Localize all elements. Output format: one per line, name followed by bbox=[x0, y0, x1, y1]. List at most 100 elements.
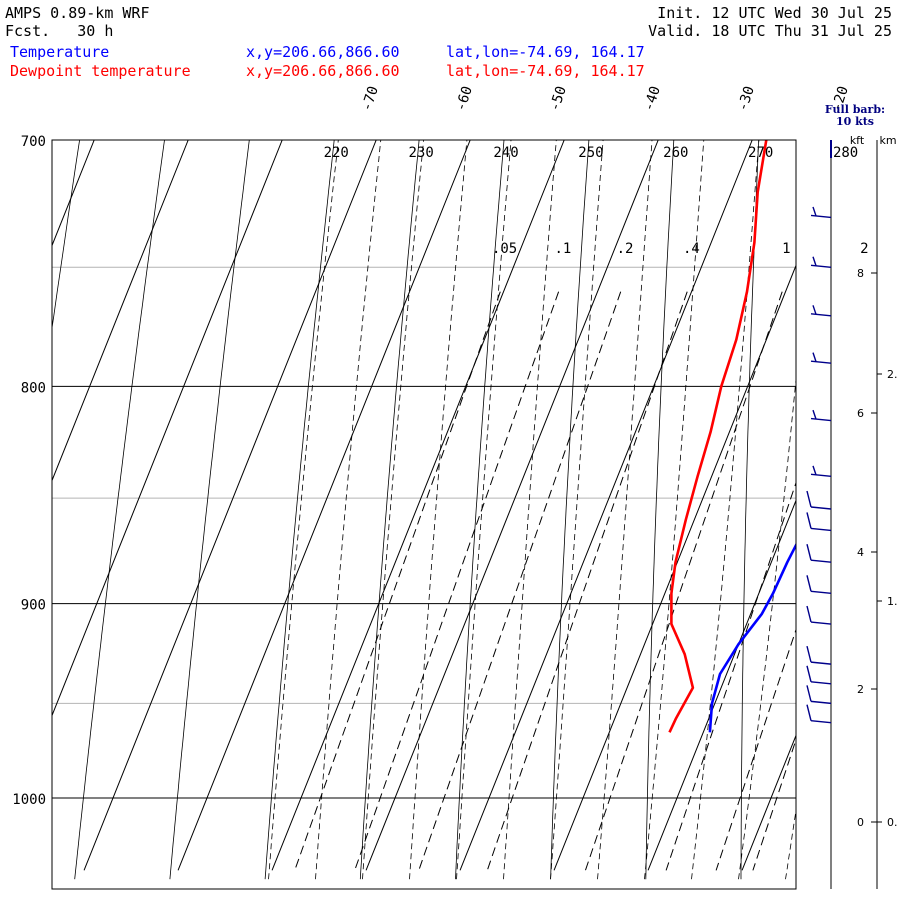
temperature-label: -50 bbox=[547, 84, 570, 113]
mixing-ratio-line bbox=[752, 738, 796, 871]
temperature-profile bbox=[708, 542, 796, 733]
dry-adiabat-label: 220 bbox=[324, 145, 349, 161]
barb-staff bbox=[810, 214, 832, 219]
wind-barb bbox=[806, 704, 832, 724]
barb-flag bbox=[806, 645, 812, 663]
barb-header-line2: 10 kts bbox=[836, 115, 874, 128]
barb-half-flag bbox=[812, 305, 817, 315]
wind-barb bbox=[810, 352, 832, 364]
mixing-ratio-label: .05 bbox=[492, 241, 517, 257]
dry-adiabat-label: 270 bbox=[748, 145, 773, 161]
barb-staff bbox=[810, 621, 832, 625]
wind-barb bbox=[806, 645, 832, 665]
barb-staff bbox=[810, 473, 832, 478]
dry-adiabat-line bbox=[359, 140, 420, 880]
barb-half-flag bbox=[812, 206, 817, 217]
isotherm-line bbox=[83, 140, 377, 871]
barb-staff bbox=[810, 360, 832, 364]
moist-adiabat-line bbox=[738, 374, 796, 880]
grid-lines bbox=[52, 140, 900, 880]
moist-adiabat-line bbox=[268, 140, 339, 880]
temperature-label: -30 bbox=[735, 84, 758, 113]
isotherm-line bbox=[459, 140, 753, 871]
legend-dewpoint-name: Dewpoint temperature bbox=[10, 62, 191, 80]
barb-half-flag bbox=[812, 409, 817, 420]
plot-frame bbox=[51, 139, 797, 890]
isotherm-line bbox=[52, 140, 189, 482]
mixing-ratio-line bbox=[418, 291, 622, 871]
mixing-ratio-line bbox=[584, 291, 783, 871]
moist-adiabat-line bbox=[503, 140, 557, 880]
legend-temperature-name: Temperature bbox=[10, 43, 110, 61]
barb-flag bbox=[806, 685, 812, 702]
dry-adiabat-label: 280 bbox=[833, 145, 858, 161]
dry-adiabat-line bbox=[169, 140, 250, 880]
moist-adiabat-line bbox=[880, 140, 900, 879]
mixing-ratio-line bbox=[354, 291, 560, 871]
legend-dewpoint-latlon: lat,lon=-74.69, 164.17 bbox=[446, 62, 645, 80]
dry-adiabat-label: 250 bbox=[578, 145, 603, 161]
barb-header-line1: Full barb: bbox=[825, 103, 885, 116]
mixing-ratio-label: .1 bbox=[554, 241, 571, 257]
wind-barb bbox=[806, 490, 832, 510]
wind-barb bbox=[810, 409, 832, 422]
moist-adiabat-line bbox=[409, 140, 468, 880]
kft-tick-label: 8 bbox=[857, 267, 864, 280]
wind-barb bbox=[810, 256, 832, 268]
dewpoint-profile bbox=[668, 140, 768, 733]
kft-tick-label: 6 bbox=[857, 407, 864, 420]
barb-staff bbox=[810, 506, 832, 510]
wind-barbs bbox=[806, 140, 832, 724]
moist-adiabat-line bbox=[362, 140, 424, 880]
pressure-label: 700 bbox=[21, 134, 46, 150]
barb-staff bbox=[810, 527, 832, 532]
isotherm-line bbox=[177, 140, 471, 871]
wind-barb bbox=[806, 544, 832, 563]
legend-temperature-latlon: lat,lon=-74.69, 164.17 bbox=[446, 43, 645, 61]
mixing-ratio-line bbox=[486, 291, 688, 871]
barb-flag bbox=[806, 704, 812, 721]
mixing-ratio-label: 2 bbox=[860, 241, 868, 257]
barb-staff bbox=[810, 590, 832, 595]
temperature-label: -60 bbox=[453, 84, 476, 113]
kft-tick-label: 2 bbox=[857, 683, 864, 696]
wind-barb bbox=[806, 665, 832, 685]
temperature-label: -70 bbox=[359, 84, 382, 113]
moist-adiabat-line bbox=[691, 140, 760, 880]
pressure-label: 800 bbox=[21, 380, 46, 396]
wind-barb bbox=[810, 206, 832, 219]
dry-adiabat-label: 240 bbox=[493, 145, 518, 161]
barb-half-flag bbox=[812, 352, 817, 362]
kft-tick-label: 4 bbox=[857, 546, 864, 559]
wind-barb bbox=[806, 575, 832, 595]
sounding-profiles bbox=[668, 140, 796, 733]
mixing-ratio-label: 1 bbox=[782, 241, 790, 257]
wind-barb bbox=[810, 305, 832, 317]
barb-half-flag bbox=[812, 465, 817, 476]
isotherm-line bbox=[271, 140, 565, 871]
kft-tick-label: 0 bbox=[857, 816, 864, 829]
barb-staff bbox=[810, 264, 832, 268]
dry-adiabat-line bbox=[645, 140, 675, 880]
wind-barb bbox=[806, 685, 832, 705]
isotherm-line bbox=[365, 140, 659, 871]
isotherm-line bbox=[647, 499, 796, 871]
valid-time: Valid. 18 UTC Thu 31 Jul 25 bbox=[648, 22, 892, 40]
pressure-label: 1000 bbox=[12, 792, 46, 808]
barb-flag bbox=[806, 490, 812, 508]
isotherm-line bbox=[553, 264, 796, 871]
dry-adiabat-line bbox=[740, 140, 760, 880]
moist-adiabat-line bbox=[315, 140, 382, 880]
dry-adiabat-line bbox=[835, 140, 844, 879]
wind-barb bbox=[806, 512, 832, 532]
barb-staff bbox=[810, 559, 832, 563]
km-label: km bbox=[879, 134, 896, 147]
dry-adiabat-label: 230 bbox=[408, 145, 433, 161]
dry-adiabat-line bbox=[264, 140, 335, 880]
dry-adiabat-label: 260 bbox=[663, 145, 688, 161]
temperature-label: -20 bbox=[829, 84, 852, 113]
mixing-ratio-label: .2 bbox=[617, 241, 634, 257]
moist-adiabat-line bbox=[456, 140, 512, 880]
moist-adiabat-line bbox=[597, 140, 653, 880]
